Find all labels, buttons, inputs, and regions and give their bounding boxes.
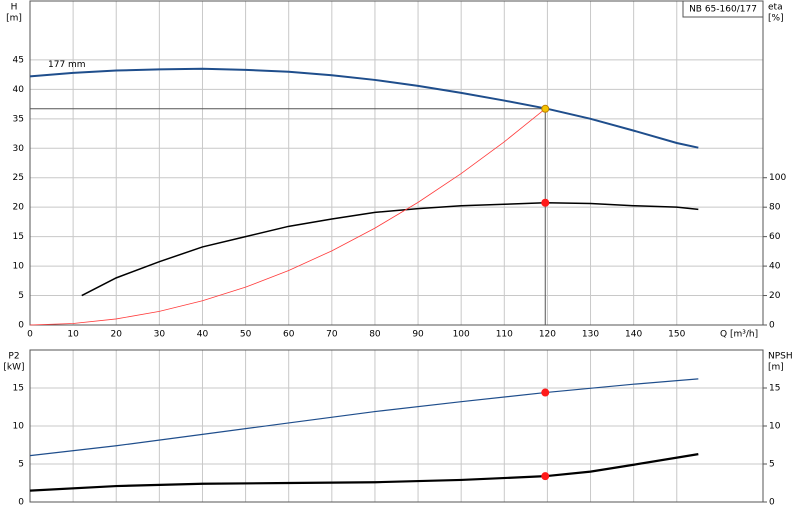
x-tick-label: 0 [27, 330, 33, 340]
y-tick-label: 20 [13, 203, 25, 213]
y2-axis-label: eta [768, 3, 783, 13]
y-axis-unit: [m] [6, 14, 22, 24]
y2-tick-label: 80 [769, 203, 781, 213]
x-tick-label: 70 [326, 330, 338, 340]
x-tick-label: 50 [240, 330, 252, 340]
x-tick-label: 80 [369, 330, 381, 340]
y-axis-label: P2 [8, 352, 19, 362]
curve-label: 177 mm [48, 60, 86, 70]
x-tick-label: 10 [67, 330, 79, 340]
y2-tick-label: 60 [769, 232, 781, 242]
y2-tick-label: 0 [769, 498, 775, 508]
y2-axis-label: NPSH [768, 352, 793, 362]
y2-tick-label: 20 [769, 291, 781, 301]
x-tick-label: 20 [111, 330, 123, 340]
y-tick-label: 15 [13, 384, 24, 394]
y2-tick-label: 15 [769, 384, 780, 394]
y2-tick-label: 100 [769, 173, 786, 183]
curve [29, 108, 546, 326]
y-tick-label: 15 [13, 232, 24, 242]
x-tick-label: 100 [453, 330, 470, 340]
y2-axis-unit: [m] [768, 363, 784, 373]
y-tick-label: 40 [13, 85, 25, 95]
x-tick-label: 130 [582, 330, 599, 340]
operating-point [541, 104, 550, 113]
pump-label-box [682, 0, 764, 18]
y-tick-label: 5 [18, 291, 24, 301]
x-tick-label: 110 [496, 330, 513, 340]
x-tick-label: 60 [283, 330, 295, 340]
x-tick-label: 90 [412, 330, 424, 340]
x-axis-label: Q [m³/h] [720, 330, 758, 340]
y-tick-label: 10 [13, 422, 25, 432]
operating-point [541, 472, 550, 481]
y-tick-label: 0 [18, 321, 24, 331]
y-tick-label: 10 [13, 262, 25, 272]
y2-axis-unit: [%] [768, 14, 784, 24]
curve [29, 67, 699, 149]
y2-tick-label: 10 [769, 422, 781, 432]
operating-point [541, 198, 550, 207]
y2-tick-label: 40 [769, 262, 781, 272]
plot-frame [29, 0, 764, 326]
x-tick-label: 140 [625, 330, 642, 340]
y2-tick-label: 5 [769, 460, 775, 470]
operating-point [541, 388, 550, 397]
pump-label: NB 65-160/177 [689, 5, 757, 15]
x-tick-label: 150 [668, 330, 685, 340]
curve [29, 453, 699, 492]
x-tick-label: 120 [539, 330, 556, 340]
curve [81, 202, 699, 297]
y-tick-label: 45 [13, 55, 24, 65]
y-axis-unit: [kW] [3, 363, 24, 373]
y2-tick-label: 0 [769, 321, 775, 331]
y-tick-label: 30 [13, 144, 25, 154]
x-tick-label: 30 [154, 330, 166, 340]
y-tick-label: 35 [13, 114, 24, 124]
x-tick-label: 40 [197, 330, 209, 340]
y-tick-label: 0 [18, 498, 24, 508]
y-tick-label: 5 [18, 460, 24, 470]
y-axis-label: H [11, 3, 18, 13]
curve [29, 378, 699, 457]
y-tick-label: 25 [13, 173, 24, 183]
plot-frame [29, 349, 764, 503]
